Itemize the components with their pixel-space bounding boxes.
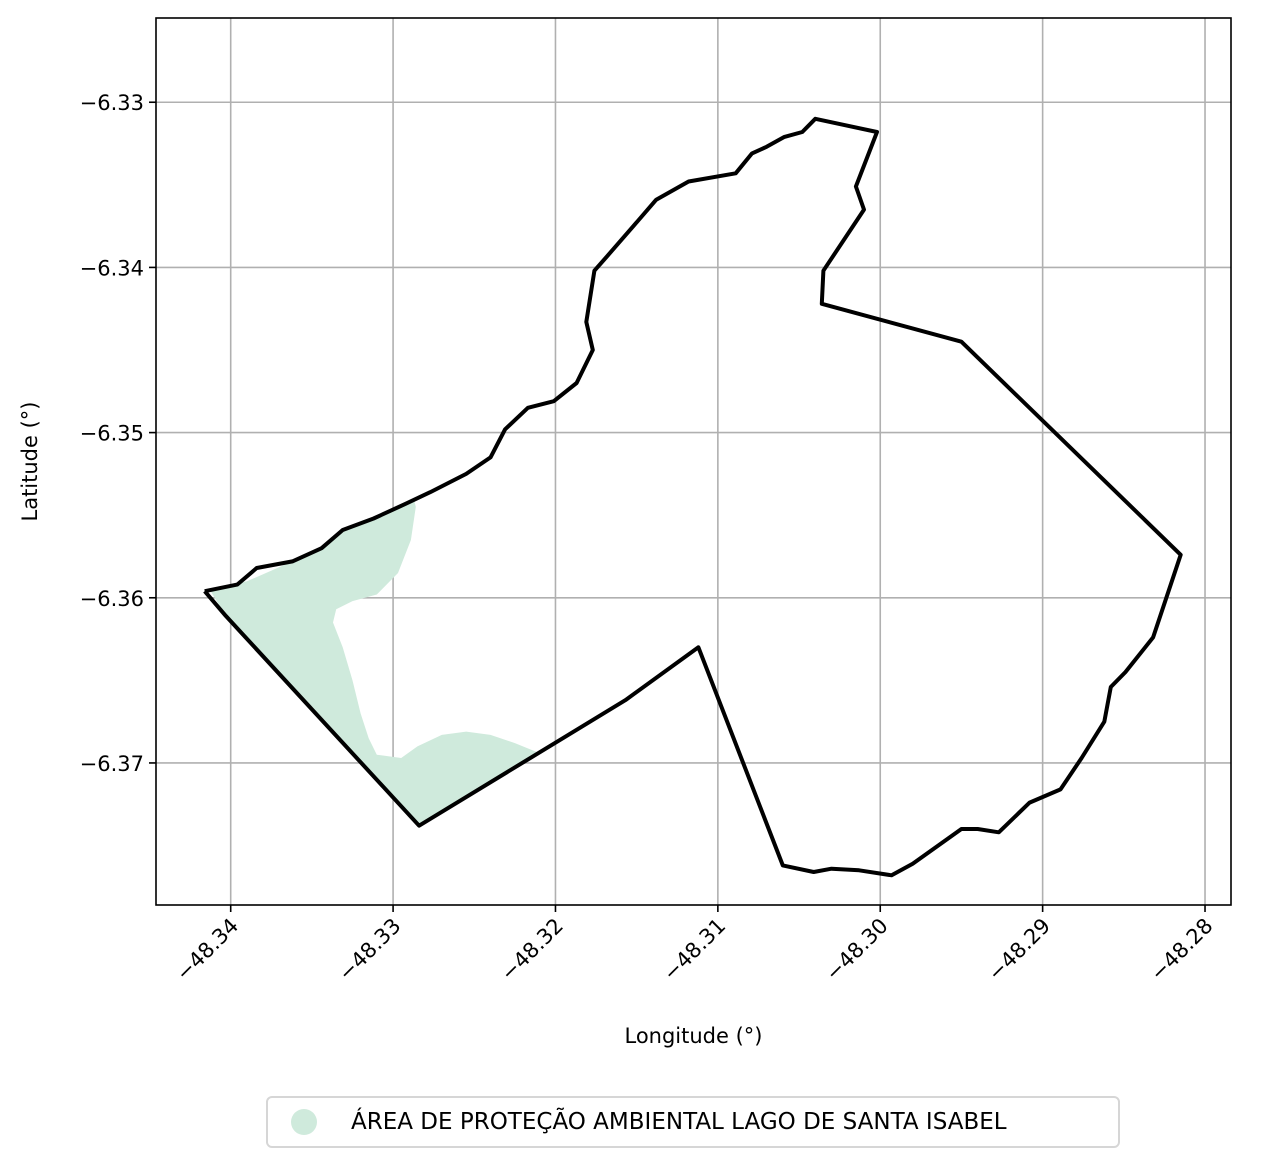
x-tick-label: −48.32 — [496, 914, 568, 986]
y-axis-ticks: −6.33 −6.34 −6.35 −6.36 −6.37 — [80, 91, 156, 776]
legend-marker-circle-icon — [291, 1109, 317, 1135]
x-tick-label: −48.33 — [334, 914, 406, 986]
legend: ÁREA DE PROTEÇÃO AMBIENTAL LAGO DE SANTA… — [266, 1096, 1120, 1148]
x-tick-label: −48.34 — [171, 914, 243, 986]
x-tick-label: −48.28 — [1146, 914, 1218, 986]
axes-frame — [155, 17, 1232, 906]
y-tick-label: −6.34 — [80, 256, 144, 280]
x-tick-label: −48.31 — [658, 914, 730, 986]
y-tick-label: −6.37 — [80, 752, 144, 776]
protected-area-layer — [209, 500, 540, 826]
y-tick-label: −6.35 — [80, 422, 144, 446]
boundary-layer — [203, 116, 1183, 878]
boundary-outline — [203, 116, 1183, 878]
map-figure: −48.34 −48.33 −48.32 −48.31 −48.30 −48.29 −48.… — [18, 17, 1232, 1048]
x-tick-label: −48.29 — [983, 914, 1055, 986]
protected-area-polygon — [209, 500, 540, 826]
x-axis-label: Longitude (°) — [624, 1024, 762, 1048]
legend-label: ÁREA DE PROTEÇÃO AMBIENTAL LAGO DE SANTA… — [351, 1109, 1007, 1135]
x-axis-ticks: −48.34 −48.33 −48.32 −48.31 −48.30 −48.29 −48.… — [171, 905, 1218, 986]
y-axis-label: Latitude (°) — [18, 402, 42, 522]
x-tick-label: −48.30 — [821, 914, 893, 986]
grid-lines — [156, 18, 1231, 905]
y-tick-label: −6.33 — [80, 91, 144, 115]
y-tick-label: −6.36 — [80, 587, 144, 611]
